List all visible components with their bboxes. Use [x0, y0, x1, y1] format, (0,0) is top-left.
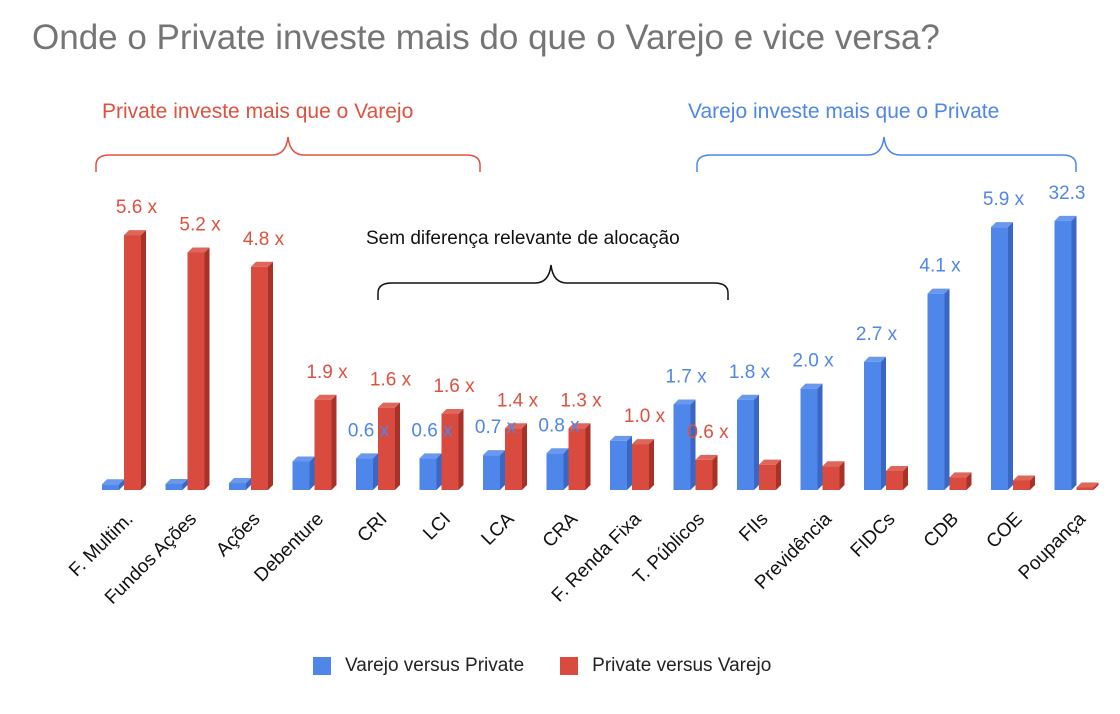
bar-private	[1013, 475, 1035, 490]
bar-private	[568, 423, 591, 490]
data-label: 1.8 x	[729, 362, 771, 383]
bar-varejo	[102, 479, 124, 490]
brace-varejo-more	[696, 136, 1077, 172]
bar-varejo	[737, 394, 759, 490]
data-label: 1.6 x	[370, 370, 412, 391]
bar-private	[695, 454, 718, 490]
bar-private	[949, 472, 972, 490]
data-label: 0.8 x	[538, 415, 580, 436]
data-label: 4.1 x	[919, 256, 961, 277]
bar-varejo	[610, 435, 632, 490]
x-tick-label: Debenture	[250, 509, 328, 587]
bar-private	[187, 247, 210, 490]
annotation-no-difference: Sem diferença relevante de alocação	[366, 228, 680, 249]
data-label: 1.7 x	[665, 367, 707, 388]
bar-private	[251, 261, 273, 490]
annotation-private-more: Private investe mais que o Varejo	[102, 100, 414, 123]
data-label: 2.7 x	[856, 324, 898, 345]
data-label: 1.6 x	[433, 376, 475, 397]
bar-varejo	[1054, 215, 1077, 491]
x-tick-label: FIIs	[735, 509, 772, 546]
brace-private-more	[95, 136, 481, 172]
bar-varejo	[546, 448, 569, 490]
x-tick-label: LCI	[419, 509, 455, 545]
x-tick-label: CRI	[354, 509, 392, 547]
bar-varejo	[229, 478, 251, 490]
chart-title: Onde o Private investe mais do que o Var…	[32, 18, 940, 57]
brace-no-difference	[377, 264, 729, 300]
bar-varejo	[419, 453, 442, 490]
data-label: 5.6 x	[116, 197, 158, 218]
annotation-braces	[95, 136, 1077, 300]
bar-varejo	[165, 478, 188, 490]
legend-item-varejo: Varejo versus Private	[313, 655, 524, 677]
data-label: 2.0 x	[792, 351, 834, 372]
bar-private	[378, 402, 400, 490]
bar-private	[822, 461, 845, 490]
bar-varejo	[991, 222, 1013, 490]
data-label: 1.9 x	[306, 362, 348, 383]
data-label: 0.6 x	[348, 420, 390, 441]
x-tick-label: Poupança	[1015, 508, 1091, 584]
bar-varejo	[800, 383, 823, 490]
data-label: 1.3 x	[560, 390, 602, 411]
bar-varejo	[356, 453, 378, 490]
legend-swatch-varejo	[313, 657, 331, 675]
bar-private	[314, 394, 337, 490]
bar-varejo	[292, 456, 315, 490]
x-tick-label: CDB	[920, 509, 963, 552]
x-tick-label: COE	[983, 509, 1027, 553]
annotation-varejo-more: Varejo investe mais que o Private	[688, 100, 1000, 123]
data-label: 0.6 x	[411, 420, 453, 441]
bar-private	[1076, 482, 1099, 490]
bar-private	[632, 439, 654, 490]
bar-private	[124, 230, 146, 491]
x-tick-label: Ações	[212, 509, 264, 561]
bar-private	[759, 459, 781, 490]
legend-label-varejo: Varejo versus Private	[345, 655, 525, 676]
x-tick-label: CRA	[539, 508, 582, 551]
data-label: 5.2 x	[179, 215, 221, 236]
bar-varejo	[927, 288, 950, 490]
data-label: 1.4 x	[497, 390, 539, 411]
bar-varejo	[673, 399, 696, 490]
legend-label-private: Private versus Varejo	[592, 655, 772, 676]
data-label: 4.8 x	[243, 229, 285, 250]
bar-private	[505, 423, 527, 490]
data-label: 5.9 x	[983, 189, 1025, 210]
x-tick-label: LCA	[478, 508, 519, 549]
x-tick-label: FIDCs	[847, 509, 900, 562]
legend: Varejo versus Private Private versus Var…	[313, 655, 807, 677]
bar-varejo	[483, 450, 505, 490]
data-label: 32.3	[1049, 183, 1086, 204]
data-label: 1.0 x	[624, 406, 666, 427]
bar-varejo	[864, 356, 886, 490]
legend-swatch-private	[560, 657, 579, 675]
bar-private	[441, 409, 464, 490]
data-label: 0.7 x	[475, 417, 517, 438]
legend-item-private: Private versus Varejo	[560, 655, 771, 677]
bar-private	[886, 466, 908, 490]
data-label: 0.6 x	[687, 422, 729, 443]
